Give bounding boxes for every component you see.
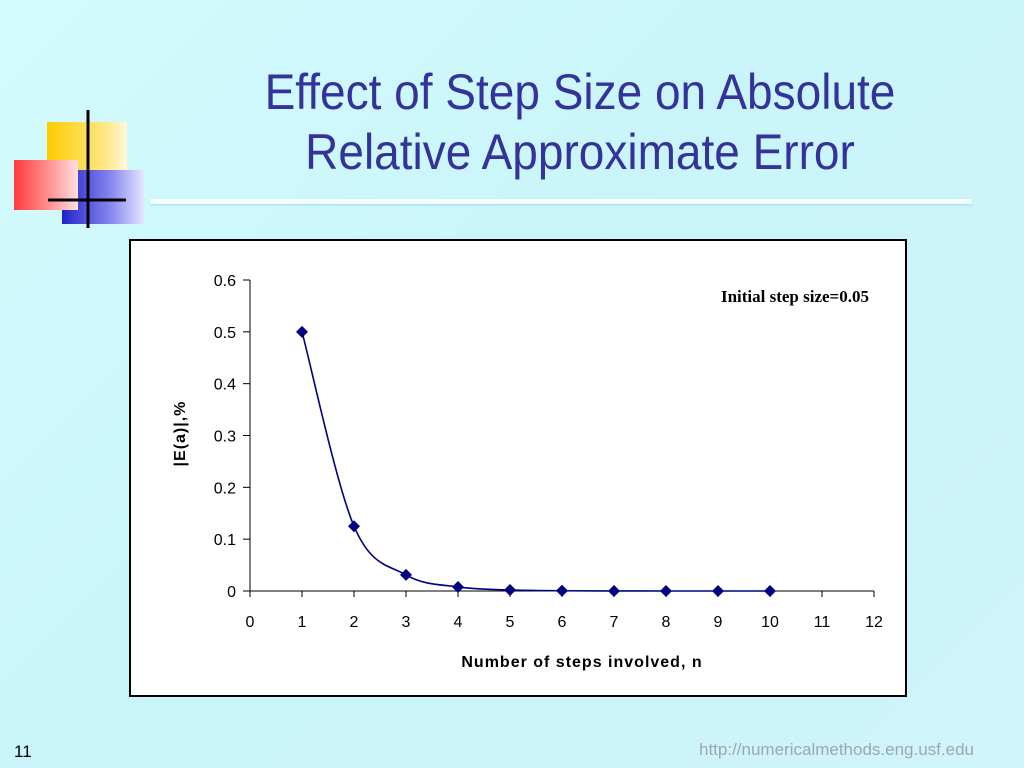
x-tick-label: 8 [662,614,671,631]
x-tick-label: 3 [402,614,411,631]
chart-annotation: Initial step size=0.05 [721,287,869,306]
logo-red-square [14,160,78,210]
y-tick-label: 0.3 [214,429,236,446]
x-tick-label: 0 [246,614,255,631]
x-tick-label: 1 [298,614,307,631]
x-tick-label: 6 [558,614,567,631]
data-point-marker [608,584,620,597]
error-chart: 00.10.20.30.40.50.60 1 2 3 4 5 6 7 8 9 10 11 12Numbe… [172,273,883,671]
x-tick-label: 10 [761,614,779,631]
slide-title-line1: Effect of Step Size on Absolute [264,64,896,120]
chart-container: 0 0.1 0.2 0.3 0.4 0.5 0.6 0 1 2 3 4 5 6 7 8 9 10 11 12 Numbe… [129,239,907,697]
x-tick-label: 11 [814,614,831,631]
x-tick-label: 4 [454,614,463,631]
series-line [301,331,770,592]
x-axis-title: Number of steps involved, n [461,654,702,671]
y-tick-label: 0.1 [214,532,236,549]
slide-number: 11 [14,742,32,761]
y-tick-label: 0.4 [214,377,236,394]
data-point-marker [400,568,412,581]
title-underline [150,199,972,204]
y-tick-label: 0.2 [214,480,236,497]
data-point-marker [504,583,516,596]
x-tick-label: 2 [350,614,359,631]
footer-url[interactable]: http://numericalmethods.eng.usf.edu [699,740,974,759]
x-tick-label: 7 [610,614,619,631]
y-tick-label: 0.6 [214,273,236,290]
data-point-marker [712,585,724,597]
data-point-marker [556,584,568,597]
y-tick-label: 0 [227,584,236,601]
data-point-marker [348,520,360,533]
slide-title: Effect of Step Size on Absolute Relative… [184,62,975,182]
y-axis-title: |E(a)|,% [172,401,189,467]
data-point-marker [296,325,308,338]
x-tick-label: 9 [714,614,723,631]
x-tick-label: 12 [865,614,883,631]
data-point-marker [764,585,776,597]
data-point-marker [660,585,672,597]
y-tick-label: 0.5 [214,325,236,342]
slide-title-line2: Relative Approximate Error [305,124,855,180]
x-tick-label: 5 [506,614,515,631]
decorative-logo [14,110,144,228]
data-point-marker [452,580,464,593]
